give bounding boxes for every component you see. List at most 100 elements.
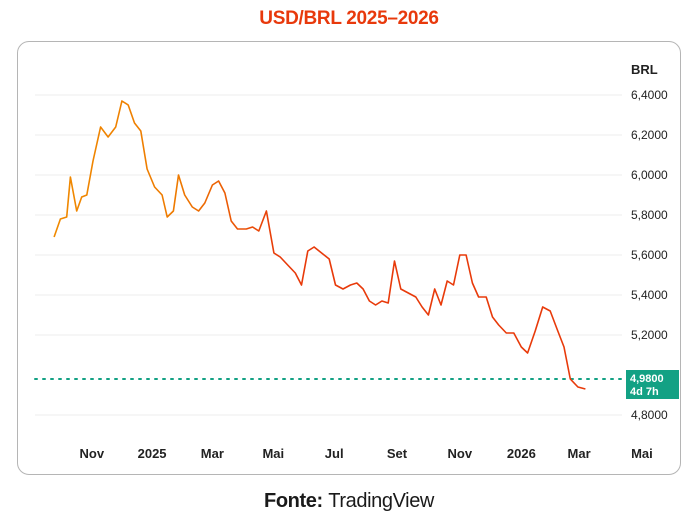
data-point — [459, 254, 461, 256]
x-axis-ticks: Nov 2025 Mar Mai Jul Set Nov 2026 Mar Mai — [80, 446, 653, 461]
data-point — [394, 260, 396, 262]
data-point — [86, 194, 88, 196]
chart-frame — [17, 41, 681, 475]
data-point — [246, 228, 248, 230]
data-point — [212, 184, 214, 186]
data-point — [428, 314, 430, 316]
x-tick-label: Mai — [262, 446, 284, 461]
data-point — [154, 186, 156, 188]
current-price-badge-bg — [626, 370, 679, 399]
y-tick-label: 5,4000 — [631, 288, 668, 302]
data-point — [506, 332, 508, 334]
current-price-value: 4,9800 — [630, 373, 664, 385]
x-tick-label: Mar — [201, 446, 224, 461]
y-axis-ticks: 6,4000 6,2000 6,0000 5,8000 5,6000 5,4000 5,20… — [631, 88, 668, 422]
data-point — [328, 258, 330, 260]
data-point — [81, 196, 83, 198]
x-tick-label: Mai — [631, 446, 653, 461]
y-tick-label: 5,6000 — [631, 248, 668, 262]
data-point — [192, 206, 194, 208]
data-point — [415, 296, 417, 298]
data-point — [570, 378, 572, 380]
data-point — [453, 284, 455, 286]
data-point — [146, 168, 148, 170]
data-point — [115, 126, 117, 128]
data-point — [421, 306, 423, 308]
x-tick-label: Nov — [448, 446, 473, 461]
y-tick-label: 4,8000 — [631, 408, 668, 422]
data-point — [173, 210, 175, 212]
data-point — [166, 216, 168, 218]
x-tick-label: Mar — [568, 446, 591, 461]
y-tick-label: 6,2000 — [631, 128, 668, 142]
data-point — [237, 228, 239, 230]
data-point — [301, 284, 303, 286]
data-point — [224, 192, 226, 194]
data-point — [369, 300, 371, 302]
data-point — [478, 296, 480, 298]
data-point — [387, 302, 389, 304]
data-point — [362, 288, 364, 290]
data-point — [184, 194, 186, 196]
data-point — [440, 304, 442, 306]
data-point — [161, 194, 163, 196]
data-point — [198, 210, 200, 212]
data-point — [53, 236, 55, 238]
data-point — [408, 292, 410, 294]
data-point — [178, 174, 180, 176]
series-line — [53, 100, 586, 390]
y-tick-label: 5,8000 — [631, 208, 668, 222]
data-point — [521, 346, 523, 348]
data-point — [295, 272, 297, 274]
data-point — [585, 388, 587, 390]
data-point — [121, 100, 123, 102]
data-point — [534, 330, 536, 332]
x-tick-label: 2025 — [138, 446, 167, 461]
data-point — [92, 160, 94, 162]
data-point — [76, 210, 78, 212]
data-point — [472, 282, 474, 284]
data-point — [400, 288, 402, 290]
y-axis-unit-label: BRL — [631, 62, 658, 77]
data-point — [350, 284, 352, 286]
data-point — [313, 246, 315, 248]
data-point — [218, 180, 220, 182]
data-point — [356, 282, 358, 284]
data-point — [549, 310, 551, 312]
data-point — [287, 264, 289, 266]
y-tick-label: 5,2000 — [631, 328, 668, 342]
data-point — [230, 220, 232, 222]
chart-title: USD/BRL 2025–2026 — [259, 8, 439, 29]
data-point — [204, 202, 206, 204]
data-point — [307, 250, 309, 252]
data-point — [66, 216, 68, 218]
y-tick-label: 6,0000 — [631, 168, 668, 182]
x-tick-label: Nov — [80, 446, 105, 461]
data-point — [498, 324, 500, 326]
data-point — [100, 126, 102, 128]
grid-lines — [35, 94, 622, 416]
data-point — [485, 296, 487, 298]
x-tick-label: Set — [387, 446, 408, 461]
data-point — [127, 104, 129, 106]
data-point — [527, 352, 529, 354]
data-point — [279, 256, 281, 258]
source-label: Fonte: — [264, 490, 323, 512]
source-credit: Fonte: TradingView — [0, 490, 698, 513]
data-point — [140, 130, 142, 132]
data-point — [258, 230, 260, 232]
data-point — [321, 252, 323, 254]
data-point — [134, 122, 136, 124]
series-points — [53, 100, 586, 390]
data-point — [577, 386, 579, 388]
x-tick-label: Jul — [325, 446, 344, 461]
data-point — [542, 306, 544, 308]
source-name: TradingView — [328, 490, 434, 512]
data-point — [335, 284, 337, 286]
x-tick-label: 2026 — [507, 446, 536, 461]
current-price-countdown: 4d 7h — [630, 386, 659, 398]
data-point — [557, 330, 559, 332]
data-point — [266, 210, 268, 212]
data-point — [434, 288, 436, 290]
